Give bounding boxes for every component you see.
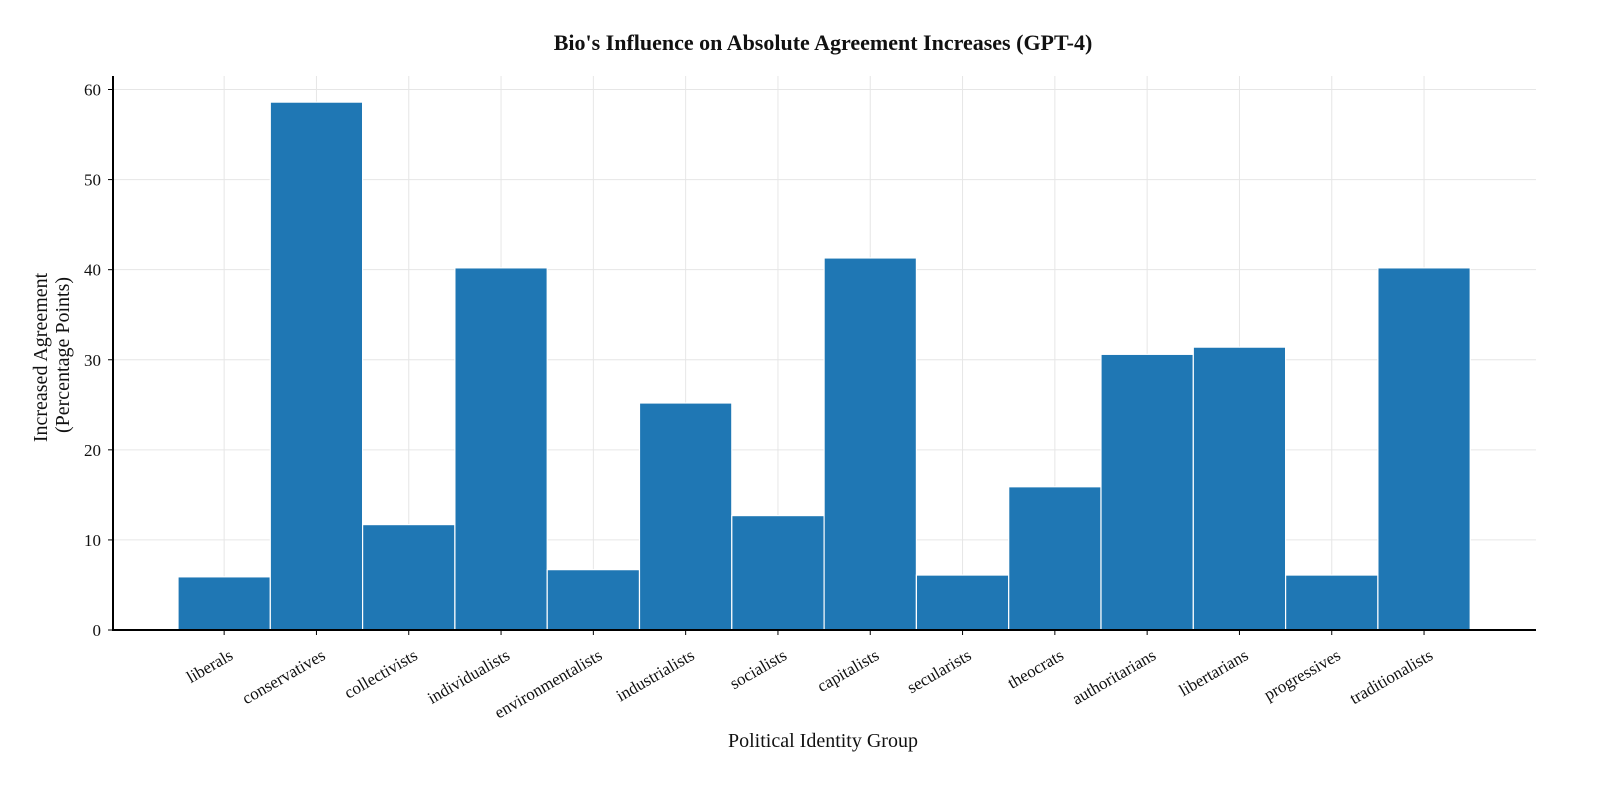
x-axis-ticks: liberals conservatives collectivists indivi… [183, 630, 1436, 722]
bar-liberals [177, 576, 271, 631]
y-tick-label: 30 [84, 351, 101, 370]
x-tick-label-theocrats: theocrats [1004, 645, 1067, 692]
x-axis-label: Political Identity Group [728, 730, 918, 752]
bars [177, 101, 1471, 631]
x-tick-label-individualists: individualists [424, 645, 513, 707]
y-axis-ticks: 0 10 20 30 40 50 60 [84, 81, 113, 640]
x-tick-label-traditionalists: traditionalists [1346, 645, 1436, 708]
y-tick-label: 10 [84, 531, 101, 550]
bar-progressives [1284, 574, 1379, 631]
x-tick-label-socialists: socialists [726, 645, 789, 693]
bar-socialists [731, 514, 825, 631]
y-tick-label: 0 [93, 621, 102, 640]
y-tick-label: 20 [84, 441, 101, 460]
y-tick-label: 50 [84, 171, 101, 190]
bar-secularists [915, 574, 1010, 631]
bar-collectivists [362, 524, 456, 631]
y-tick-label: 60 [84, 81, 101, 100]
y-axis-label-line-1: Increased Agreement [30, 272, 52, 442]
y-axis-label-line-2: (Percentage Points) [52, 277, 74, 433]
bar-libertarians [1192, 346, 1287, 631]
x-tick-label-progressives: progressives [1261, 645, 1344, 704]
bar-industrialists [638, 402, 733, 631]
x-tick-label-conservatives: conservatives [239, 645, 329, 708]
x-tick-label-authoritarians: authoritarians [1069, 645, 1159, 708]
y-tick-label: 40 [84, 261, 101, 280]
bar-authoritarians [1100, 353, 1194, 631]
x-tick-label-liberals: liberals [183, 645, 236, 686]
bar-individualists [454, 267, 548, 631]
axes [112, 76, 1536, 631]
bar-traditionalists [1377, 267, 1471, 631]
x-tick-label-collectivists: collectivists [341, 645, 421, 702]
bar-theocrats [1008, 486, 1102, 631]
chart-title: Bio's Influence on Absolute Agreement In… [554, 30, 1093, 55]
y-axis-label: Increased Agreement (Percentage Points) [30, 268, 74, 442]
x-tick-label-secularists: secularists [904, 645, 975, 697]
x-tick-label-libertarians: libertarians [1176, 645, 1252, 700]
x-tick-label-capitalists: capitalists [814, 645, 882, 695]
bar-capitalists [823, 257, 917, 631]
x-tick-label-industrialists: industrialists [613, 645, 698, 705]
bar-conservatives [269, 101, 364, 631]
bar-environmentalists [546, 569, 641, 631]
